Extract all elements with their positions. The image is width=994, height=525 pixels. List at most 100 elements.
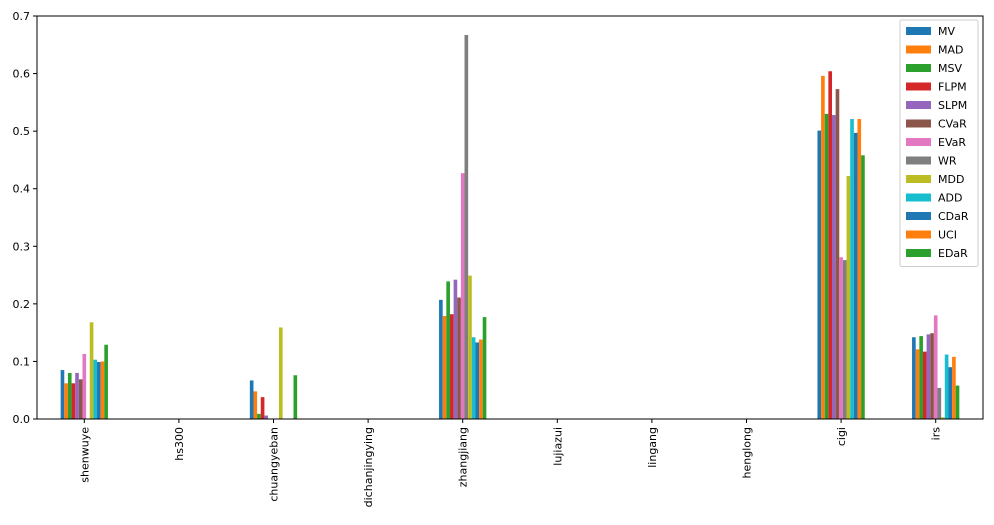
legend-swatch-flpm — [906, 82, 931, 91]
bar-msv-chuangyeban — [257, 413, 261, 419]
y-axis: 0.0 0.1 0.2 0.3 0.4 0.5 0.6 0.7 — [13, 10, 37, 426]
bar-evar-cigi — [839, 257, 843, 419]
bars-group — [60, 35, 960, 420]
bar-cvar-zhangjiang — [457, 297, 461, 419]
y-tick-label: 0.2 — [13, 298, 31, 311]
y-tick-label: 0.3 — [13, 240, 31, 253]
bar-mad-zhangjiang — [442, 315, 447, 419]
bar-cdar-zhangjiang — [475, 342, 480, 419]
bar-edar-chuangyeban — [293, 375, 298, 419]
bar-msv-irs — [919, 336, 923, 419]
legend-label-mad: MAD — [938, 44, 964, 57]
legend-swatch-mv — [906, 27, 931, 35]
bar-cdar-shenwuye — [97, 362, 101, 419]
legend-swatch-add — [906, 193, 931, 202]
legend-label-msv: MSV — [938, 62, 962, 75]
legend-label-mdd: MDD — [938, 173, 964, 186]
legend-label-uci: UCI — [938, 229, 957, 242]
bar-evar-shenwuye — [82, 353, 87, 419]
bar-wr-zhangjiang — [464, 35, 469, 419]
legend-swatch-edar — [906, 249, 931, 257]
legend-label-flpm: FLPM — [938, 81, 967, 94]
bar-slpm-irs — [926, 334, 931, 419]
legend-swatch-uci — [906, 230, 931, 239]
legend-swatch-evar — [906, 138, 931, 146]
bar-mdd-zhangjiang — [468, 275, 472, 419]
x-tick-label-shenwuye: shenwuye — [78, 427, 91, 483]
bar-wr-cigi — [842, 260, 847, 419]
x-tick-label-dichanjingying: dichanjingying — [362, 427, 375, 507]
legend: MV MAD MSV FLPM SLPM CVaR EVaR WR MDD ADD CDaR UCI E… — [899, 19, 979, 267]
y-tick-label: 0.1 — [13, 355, 31, 368]
legend-label-mv: MV — [938, 25, 955, 38]
x-axis: shenwuye hs300 chuangyeban dichanjingying zh… — [78, 419, 943, 507]
bar-uci-shenwuye — [100, 361, 105, 419]
bar-cvar-irs — [930, 333, 934, 419]
y-tick-label: 0.4 — [13, 183, 31, 196]
legend-label-evar: EVaR — [938, 136, 966, 149]
bar-mv-zhangjiang — [439, 299, 443, 419]
bar-flpm-shenwuye — [71, 383, 76, 419]
bar-add-irs — [944, 354, 949, 419]
legend-swatch-mad — [906, 45, 931, 54]
bar-edar-irs — [955, 385, 960, 419]
legend-swatch-cvar — [906, 119, 931, 128]
y-tick-label: 0.5 — [13, 125, 31, 138]
bar-cvar-cigi — [835, 89, 840, 420]
bar-mdd-chuangyeban — [278, 327, 283, 419]
bar-flpm-cigi — [828, 71, 833, 420]
bar-evar-irs — [933, 315, 938, 419]
bar-edar-shenwuye — [104, 344, 108, 419]
legend-swatch-slpm — [906, 101, 931, 109]
bar-uci-cigi — [857, 119, 862, 420]
bar-mad-cigi — [821, 75, 825, 420]
legend-label-add: ADD — [938, 192, 962, 205]
legend-label-edar: EDaR — [938, 247, 968, 260]
bar-mad-shenwuye — [64, 383, 68, 419]
y-tick-label: 0.6 — [13, 68, 31, 81]
bar-cvar-shenwuye — [78, 379, 83, 419]
bar-mv-irs — [912, 337, 916, 419]
bar-edar-zhangjiang — [482, 317, 487, 419]
x-tick-label-lujiazui: lujiazui — [551, 427, 564, 466]
legend-swatch-msv — [906, 64, 931, 72]
y-tick-label: 0.0 — [13, 413, 31, 426]
bar-wr-irs — [937, 387, 942, 419]
legend-swatch-mdd — [906, 175, 931, 183]
bar-mad-chuangyeban — [253, 391, 258, 419]
legend-swatch-wr — [906, 156, 931, 165]
bar-mdd-cigi — [846, 176, 851, 419]
x-tick-label-cigi: cigi — [835, 427, 848, 446]
x-tick-label-hs300: hs300 — [173, 427, 186, 461]
x-tick-label-henglong: henglong — [741, 427, 754, 478]
bar-cdar-cigi — [853, 132, 858, 419]
bar-mv-cigi — [817, 130, 822, 419]
y-tick-label: 0.7 — [13, 10, 31, 23]
bar-slpm-shenwuye — [75, 372, 79, 419]
legend-swatch-cdar — [906, 212, 931, 220]
x-tick-label-irs: irs — [930, 427, 943, 441]
x-tick-label-zhangjiang: zhangjiang — [457, 427, 470, 487]
bar-msv-cigi — [824, 113, 829, 420]
bar-add-cigi — [850, 119, 854, 420]
bar-msv-shenwuye — [67, 372, 72, 419]
bar-slpm-zhangjiang — [453, 279, 458, 419]
bar-evar-zhangjiang — [460, 173, 465, 419]
x-tick-label-lingang: lingang — [646, 427, 659, 468]
bar-mdd-shenwuye — [89, 322, 94, 419]
bar-flpm-chuangyeban — [260, 397, 265, 419]
bar-mv-shenwuye — [60, 370, 65, 419]
bar-slpm-chuangyeban — [264, 415, 269, 419]
bar-slpm-cigi — [832, 115, 836, 420]
bar-mdd-irs — [941, 417, 945, 419]
bar-msv-zhangjiang — [446, 281, 450, 419]
plot-frame — [36, 15, 984, 420]
legend-label-cdar: CDaR — [938, 210, 969, 223]
bar-mv-chuangyeban — [249, 380, 254, 419]
bar-mad-irs — [915, 349, 920, 419]
bar-flpm-irs — [922, 351, 927, 419]
x-tick-label-chuangyeban: chuangyeban — [268, 427, 281, 502]
bar-uci-irs — [952, 356, 956, 419]
bar-flpm-zhangjiang — [449, 314, 454, 419]
